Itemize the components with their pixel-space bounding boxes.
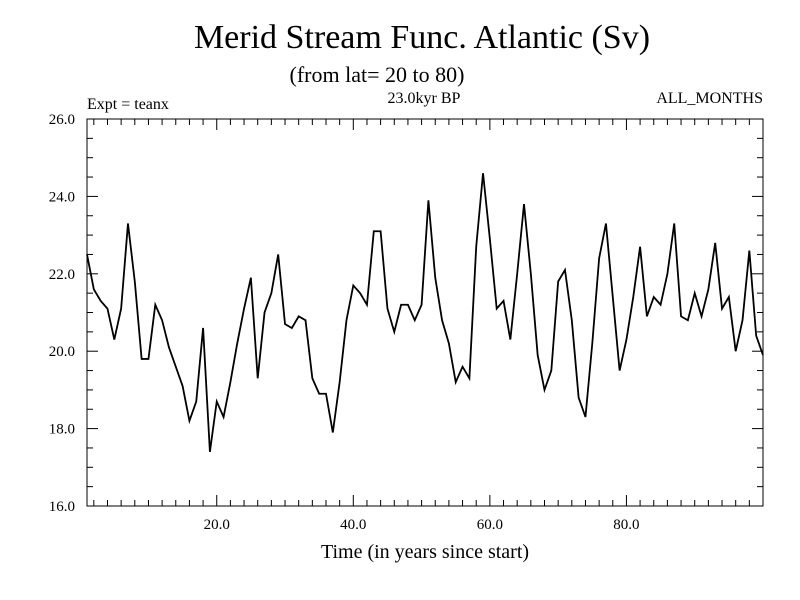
- months-label: ALL_MONTHS: [656, 90, 763, 107]
- experiment-label: Expt = teanx: [87, 96, 169, 113]
- x-tick-label: 80.0: [613, 517, 639, 533]
- chart-subtitle: (from lat= 20 to 80): [290, 62, 465, 87]
- plot-frame: [86, 118, 764, 507]
- x-tick-label: 60.0: [477, 517, 503, 533]
- y-tick-label: 18.0: [49, 422, 75, 438]
- period-label: 23.0kyr BP: [388, 90, 461, 107]
- y-tick-label: 24.0: [49, 189, 75, 205]
- y-tick-label: 22.0: [49, 267, 75, 283]
- tick-labels: 20.0 40.0 60.0 80.0 16.0 18.0 20.0 22.0 24.0 26.0: [49, 112, 640, 533]
- y-tick-label: 16.0: [49, 499, 75, 515]
- series-line: [86, 173, 764, 452]
- x-axis-title: Time (in years since start): [321, 541, 529, 563]
- x-tick-label: 40.0: [340, 517, 366, 533]
- x-tick-label: 20.0: [204, 517, 230, 533]
- y-tick-label: 26.0: [49, 112, 75, 128]
- series-group: [86, 173, 764, 452]
- tick-marks: [87, 118, 764, 507]
- chart-title: Merid Stream Func. Atlantic (Sv): [194, 19, 650, 56]
- y-tick-label: 20.0: [49, 344, 75, 360]
